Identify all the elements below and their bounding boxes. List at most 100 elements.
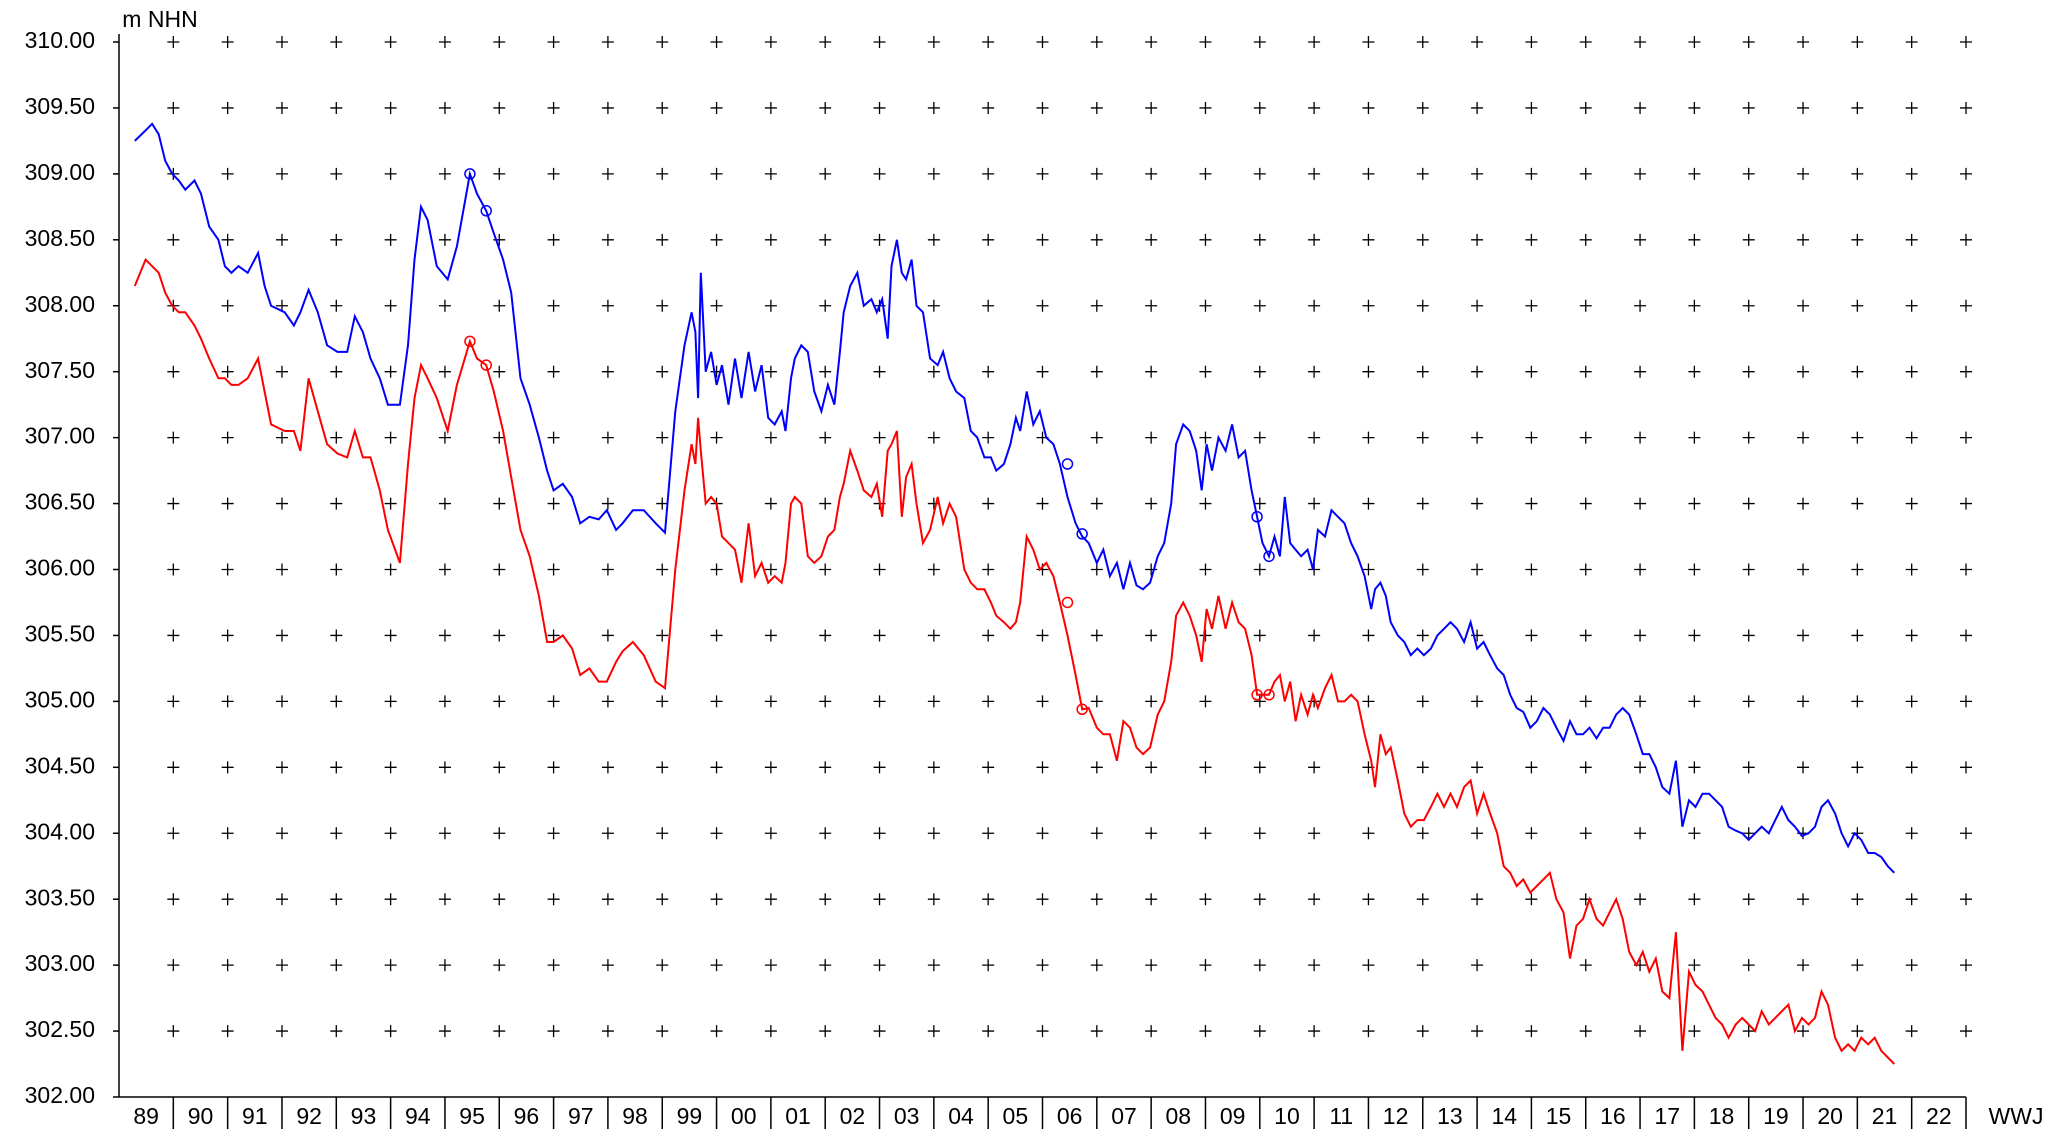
x-tick-label: 19: [1763, 1103, 1789, 1129]
grid-plus: [221, 563, 234, 576]
grid-plus: [1742, 365, 1755, 378]
grid-plus: [710, 431, 723, 444]
grid-plus: [1145, 365, 1158, 378]
grid-plus: [1416, 233, 1429, 246]
grid-plus: [547, 299, 560, 312]
grid-plus: [1851, 959, 1864, 972]
grid-plus: [1362, 893, 1375, 906]
grid-plus: [330, 563, 343, 576]
grid-plus: [1090, 101, 1103, 114]
grid-plus: [1416, 365, 1429, 378]
grid-plus: [1525, 827, 1538, 840]
grid-plus: [1090, 563, 1103, 576]
y-tick-label: 308.50: [25, 225, 95, 251]
grid-plus: [1090, 959, 1103, 972]
grid-plus: [982, 893, 995, 906]
grid-plus: [1688, 827, 1701, 840]
grid-plus: [819, 36, 832, 48]
grid-plus: [656, 629, 669, 642]
grid-plus: [167, 431, 180, 444]
grid-plus: [547, 233, 560, 246]
grid-plus: [710, 299, 723, 312]
grid-plus: [438, 695, 451, 708]
grid-plus: [1471, 695, 1484, 708]
x-tick-label: 09: [1220, 1103, 1246, 1129]
grid-plus: [1634, 101, 1647, 114]
grid-plus: [873, 893, 886, 906]
grid-plus: [982, 497, 995, 510]
grid-plus: [384, 101, 397, 114]
grid-plus: [601, 893, 614, 906]
grid-plus: [1634, 299, 1647, 312]
grid-plus: [927, 695, 940, 708]
grid-plus: [330, 431, 343, 444]
grid-plus: [1362, 1025, 1375, 1038]
grid-plus: [438, 431, 451, 444]
y-tick-label: 309.00: [25, 159, 95, 185]
grid-plus: [873, 101, 886, 114]
y-tick-label: 302.00: [25, 1082, 95, 1108]
grid-plus: [547, 959, 560, 972]
grid-plus: [927, 431, 940, 444]
grid-plus: [1471, 959, 1484, 972]
grid-plus: [1688, 629, 1701, 642]
grid-plus: [656, 563, 669, 576]
grid-plus: [1362, 959, 1375, 972]
grid-plus: [1145, 233, 1158, 246]
grid-plus: [275, 1025, 288, 1038]
grid-plus: [1688, 233, 1701, 246]
marker: [1061, 458, 1074, 470]
grid-plus: [1634, 695, 1647, 708]
grid-plus: [601, 36, 614, 48]
grid-plus: [1851, 101, 1864, 114]
grid-plus: [547, 1025, 560, 1038]
y-tick-label: 309.50: [25, 93, 95, 119]
marker: [1263, 689, 1275, 701]
x-tick-label: 91: [242, 1103, 268, 1129]
grid-plus: [275, 299, 288, 312]
grid-plus: [1253, 1025, 1266, 1038]
x-tick-label: 01: [785, 1103, 811, 1129]
grid-plus: [1199, 695, 1212, 708]
grid-plus: [547, 101, 560, 114]
grid-plus: [1525, 563, 1538, 576]
grid-plus: [1905, 629, 1918, 642]
grid-plus: [384, 761, 397, 774]
grid-plus: [1579, 629, 1592, 642]
grid-plus: [1960, 167, 1972, 180]
x-tick-label: 94: [405, 1103, 431, 1129]
grid-plus: [438, 1025, 451, 1038]
grid-plus: [1960, 365, 1972, 378]
grid-plus: [1416, 1025, 1429, 1038]
x-tick-label: 90: [188, 1103, 214, 1129]
grid-plus: [819, 167, 832, 180]
grid-plus: [1634, 629, 1647, 642]
x-tick-label: 00: [731, 1103, 757, 1129]
grid-plus: [710, 563, 723, 576]
grid-plus: [982, 827, 995, 840]
grid-plus: [1416, 431, 1429, 444]
grid-plus: [221, 431, 234, 444]
grid-plus: [1688, 167, 1701, 180]
grid-plus: [764, 101, 777, 114]
grid-plus: [275, 167, 288, 180]
y-tick-label: 306.50: [25, 489, 95, 515]
grid-plus: [1525, 893, 1538, 906]
grid-plus: [1688, 959, 1701, 972]
grid-plus: [330, 167, 343, 180]
grid-plus: [1253, 959, 1266, 972]
grid-plus: [330, 36, 343, 48]
grid-plus: [1742, 299, 1755, 312]
grid-plus: [1036, 893, 1049, 906]
grid-plus: [1905, 893, 1918, 906]
grid-plus: [1199, 563, 1212, 576]
marker: [1263, 550, 1275, 563]
x-tick-label: 20: [1817, 1103, 1843, 1129]
grid-plus: [167, 36, 180, 48]
grid-plus: [656, 101, 669, 114]
grid-plus: [1308, 893, 1321, 906]
grid-plus: [1960, 431, 1972, 444]
grid-plus: [1308, 101, 1321, 114]
grid-plus: [1090, 761, 1103, 774]
grid-plus: [1905, 431, 1918, 444]
